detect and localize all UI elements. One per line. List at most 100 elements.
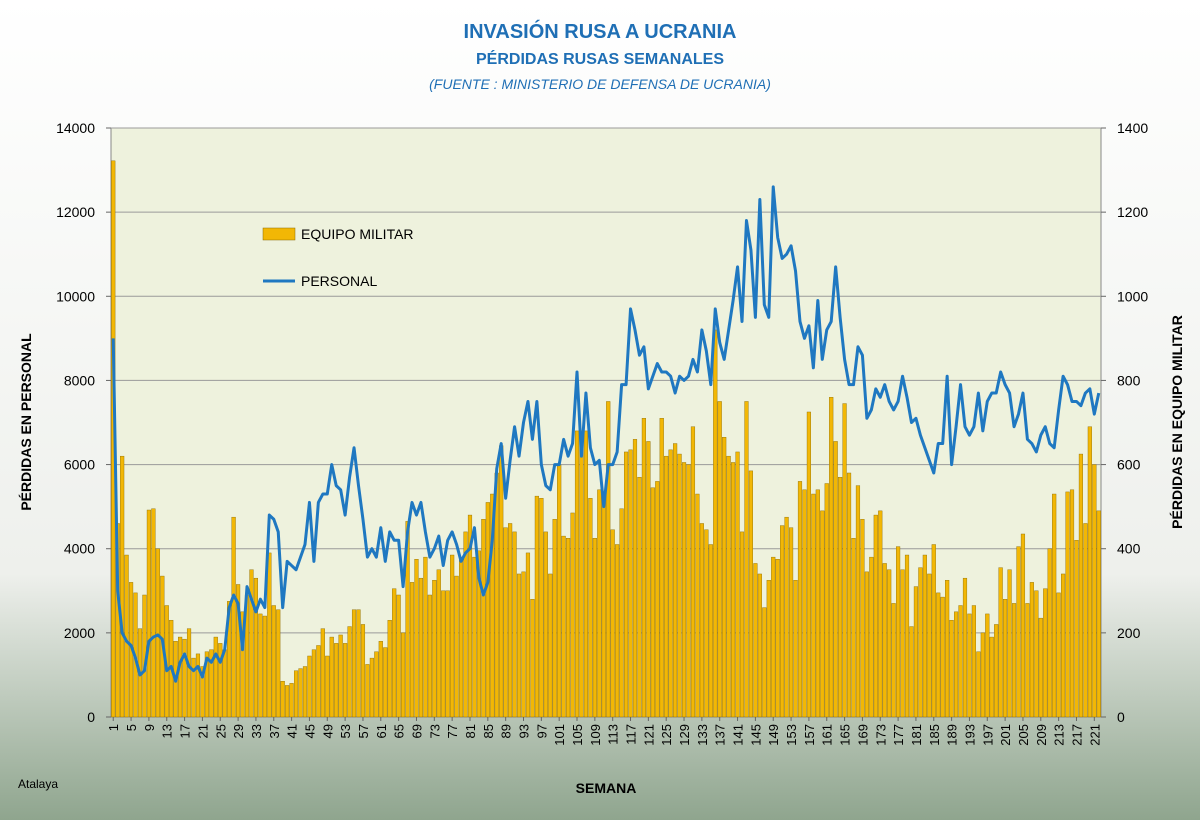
bar (601, 491, 606, 718)
bar (329, 636, 334, 718)
bar (178, 636, 183, 718)
x-tick-label: 153 (784, 724, 799, 746)
bar (793, 580, 798, 718)
bar (713, 329, 718, 718)
bar (574, 430, 580, 718)
bar (1078, 453, 1084, 718)
chart-subtitle: PÉRDIDAS RUSAS SEMANALES (476, 49, 724, 68)
bar (378, 641, 383, 718)
bar (204, 651, 209, 718)
plot-area (110, 127, 1102, 718)
bar (441, 590, 446, 718)
bar (320, 628, 325, 718)
bar (806, 411, 811, 718)
bar (646, 441, 651, 718)
bar (641, 418, 646, 718)
bar (891, 603, 896, 718)
bar (681, 462, 687, 718)
bar (1096, 510, 1101, 718)
bar (597, 489, 602, 718)
x-tick-label: 21 (195, 724, 210, 738)
bar (530, 599, 535, 718)
x-tick-label: 121 (641, 724, 656, 746)
y-tick-label: 4000 (64, 541, 95, 557)
bar (387, 620, 392, 718)
bar (472, 556, 477, 718)
bar (512, 531, 517, 718)
bar (445, 590, 450, 718)
bar (392, 588, 397, 718)
y2-tick-label: 400 (1117, 541, 1141, 557)
bar (936, 592, 941, 718)
bar (1061, 573, 1066, 718)
bar (615, 544, 620, 718)
bar (735, 451, 740, 718)
bar (481, 519, 486, 718)
bar (222, 649, 227, 718)
y2-tick-label: 1400 (1117, 120, 1148, 136)
bar (539, 498, 544, 718)
bar (351, 609, 357, 718)
bar (218, 643, 223, 718)
bar (499, 445, 504, 718)
bar (1003, 599, 1008, 718)
bar (855, 485, 861, 718)
bar (842, 403, 847, 718)
bar (583, 430, 589, 718)
bar (405, 521, 410, 718)
x-tick-label: 205 (1016, 724, 1031, 746)
bar (918, 567, 923, 718)
bar (343, 643, 348, 718)
bar (739, 531, 745, 718)
bar (967, 613, 972, 718)
bar (1025, 603, 1030, 718)
bar (450, 554, 455, 718)
line (111, 185, 1101, 683)
x-tick-label: 181 (909, 724, 924, 746)
bar (253, 577, 259, 718)
bar (962, 577, 968, 718)
bar (744, 401, 749, 718)
y-tick-label: 8000 (64, 372, 95, 388)
bar (365, 664, 370, 718)
x-tick-label: 97 (534, 724, 549, 738)
legend-label: EQUIPO MILITAR (301, 226, 414, 242)
y-tick-label: 10000 (56, 288, 95, 304)
bar (289, 683, 294, 718)
x-tick-label: 125 (659, 724, 674, 746)
chart-title: INVASIÓN RUSA A UCRANIA (464, 19, 737, 43)
bar (1029, 582, 1034, 718)
x-tick-label: 197 (980, 724, 995, 746)
bar (904, 554, 910, 718)
bar (285, 685, 290, 718)
bar (579, 430, 584, 718)
x-tick-label: 5 (124, 724, 139, 731)
bar (258, 613, 263, 718)
bar (463, 531, 468, 718)
x-tick-label: 81 (463, 724, 478, 738)
bar (436, 569, 441, 718)
x-tick-label: 193 (962, 724, 977, 746)
bar (521, 571, 526, 718)
x-tick-label: 29 (231, 724, 246, 738)
bar (200, 666, 205, 718)
x-tick-label: 189 (945, 724, 960, 746)
bar (396, 594, 401, 718)
bar (231, 516, 236, 718)
bar (846, 472, 852, 718)
bar (909, 626, 914, 718)
bar (298, 668, 303, 718)
bar (570, 512, 575, 718)
x-tick-label: 69 (409, 724, 424, 738)
x-tick-label: 169 (855, 724, 870, 746)
bar (503, 527, 508, 718)
bar (873, 514, 878, 718)
bar (766, 580, 771, 718)
bar (316, 645, 321, 718)
bar (1043, 588, 1048, 718)
bar (815, 489, 820, 718)
bar (931, 544, 936, 718)
x-tick-label: 101 (552, 724, 567, 746)
x-tick-label: 73 (427, 724, 442, 738)
bar (409, 582, 415, 718)
